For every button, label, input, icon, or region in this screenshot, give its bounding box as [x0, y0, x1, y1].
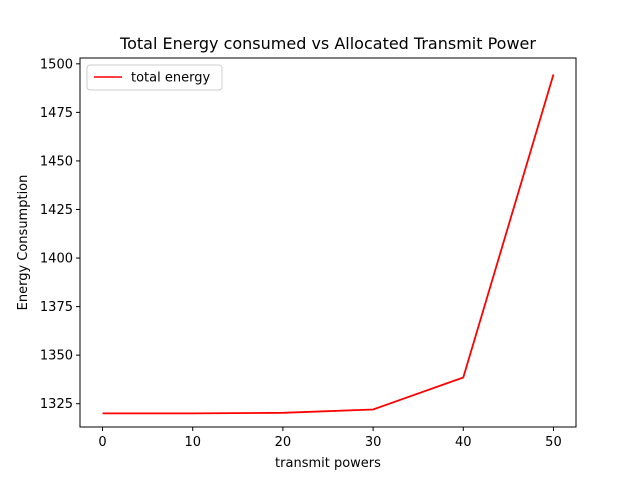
plot-area: 0 10 20 30 40 50 1325 1350 1375 1400 1425 1450 1475…	[40, 57, 577, 450]
legend-box	[86, 64, 223, 91]
legend-label: total energy	[131, 71, 210, 86]
y-axis-label: Energy Consumption	[16, 175, 31, 311]
legend: total energy	[86, 64, 223, 91]
x-tick-label: 40	[455, 435, 472, 450]
chart-title: Total Energy consumed vs Allocated Trans…	[119, 34, 536, 53]
x-axis: 0 10 20 30 40 50	[98, 427, 562, 450]
y-tick-label: 1350	[40, 349, 73, 364]
y-axis: 1325 1350 1375 1400 1425 1450 1475 1500	[40, 57, 80, 412]
series-layer	[102, 74, 555, 415]
x-tick-label: 0	[98, 435, 106, 450]
axes-frame	[79, 57, 577, 428]
series-line-total-energy	[102, 74, 555, 415]
y-tick-label: 1375	[40, 300, 73, 315]
y-tick-label: 1450	[40, 154, 73, 169]
y-tick-label: 1500	[40, 57, 73, 72]
x-tick-label: 10	[184, 435, 201, 450]
y-tick-label: 1425	[40, 203, 73, 218]
x-axis-label: transmit powers	[275, 456, 381, 471]
x-tick-label: 30	[365, 435, 382, 450]
x-tick-label: 50	[545, 435, 562, 450]
x-tick-label: 20	[275, 435, 292, 450]
y-tick-label: 1400	[40, 252, 73, 267]
y-tick-label: 1475	[40, 106, 73, 121]
y-tick-label: 1325	[40, 397, 73, 412]
